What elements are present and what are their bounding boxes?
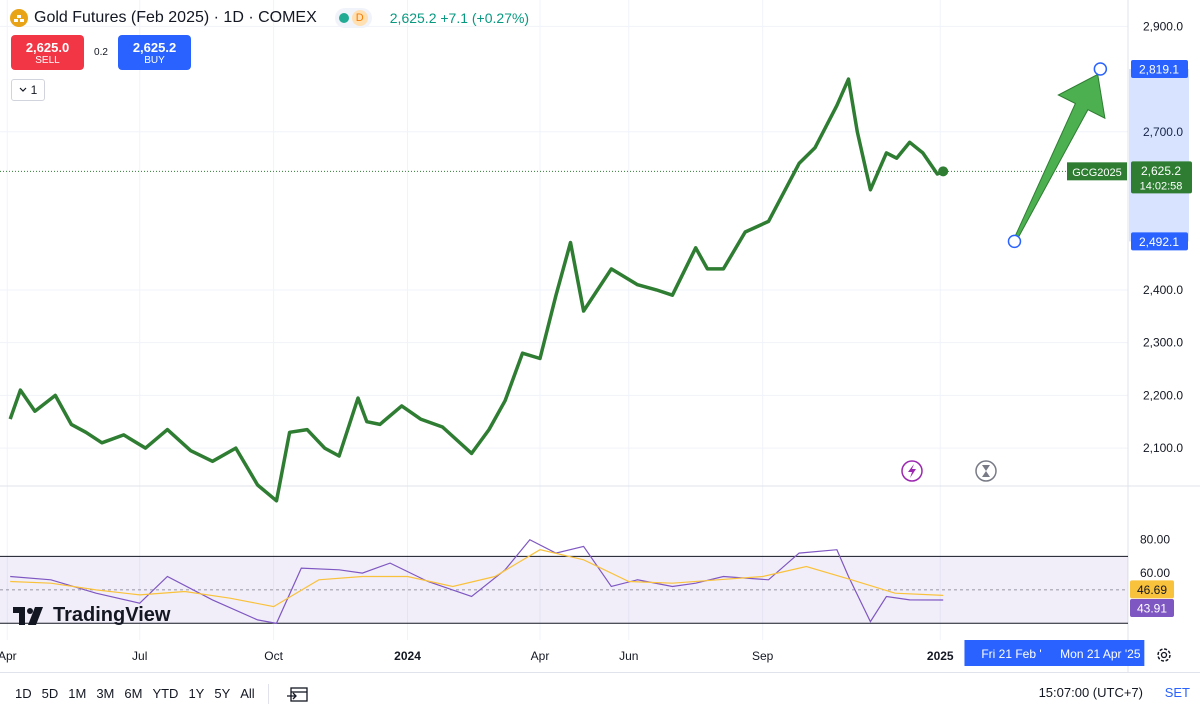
spread-value: 0.2	[94, 47, 108, 58]
settings-link[interactable]: SET	[1164, 685, 1190, 700]
symbol-title[interactable]: Gold Futures (Feb 2025) · 1D · COMEX	[34, 9, 317, 26]
bottom-toolbar: 1D 5D 1M 3M 6M YTD 1Y 5Y All 15:07:00 (UTC+7) SE…	[0, 672, 1200, 714]
price-axis: 2,900.0 2,700.0 2,400.0 2,300.0 2,200.0 2,100…	[0, 19, 1192, 666]
date-tick-label: Jun	[619, 649, 638, 663]
date-tick-label: 2025	[927, 649, 954, 663]
projection-arrow	[1012, 73, 1106, 243]
market-status[interactable]: D	[334, 8, 372, 28]
bar-countdown: 14:02:58	[1140, 180, 1183, 192]
brand-name: TradingView	[53, 604, 171, 626]
projection-price-label: 2,819.1	[1139, 63, 1179, 77]
symbol-tag	[1067, 162, 1127, 181]
timeframe-5y[interactable]: 5Y	[214, 686, 231, 701]
timezone-clock[interactable]: 15:07:00 (UTC+7)	[1038, 685, 1143, 700]
projection-axis-range	[1129, 69, 1189, 242]
divider	[267, 683, 269, 704]
rsi-tick-label: 80.00	[1140, 533, 1170, 547]
gear-icon[interactable]	[1155, 646, 1173, 664]
timeframe-1y[interactable]: 1Y	[188, 686, 205, 701]
hourglass-icon[interactable]	[975, 460, 997, 482]
sell-label: SELL	[35, 54, 60, 66]
symbol-tag-label: GCG2025	[1072, 167, 1122, 179]
price-tick-label: 2,100.0	[1143, 441, 1183, 455]
rsi-ma-line	[10, 549, 944, 608]
rsi-panel	[0, 538, 1128, 624]
rsi-tick-label: 60.00	[1140, 566, 1170, 580]
buy-button[interactable]: 2,625.2 BUY	[118, 35, 191, 70]
price-quote: 2,625.2 +7.1 (+0.27%)	[389, 10, 530, 26]
price-tick-label: 2,900.0	[1143, 19, 1183, 33]
last-price-marker	[938, 166, 949, 177]
price-plot	[0, 62, 1128, 503]
price-tick-label: 2,700.0	[1143, 125, 1183, 139]
arrow-start-handle	[1007, 234, 1022, 249]
trade-panel: 2,625.0 SELL 0.2 2,625.2 BUY	[11, 35, 191, 70]
price-tick-label: 2,400.0	[1143, 283, 1183, 297]
market-open-icon	[338, 13, 349, 23]
chevron-down-icon	[19, 87, 27, 92]
rsi-value-tag	[1130, 599, 1174, 618]
last-price-label: 2,625.2	[1141, 164, 1181, 178]
indicators-toggle[interactable]: 1	[11, 79, 45, 101]
price-line	[8, 77, 944, 503]
arrow-end-handle	[1093, 62, 1108, 76]
last-price-tag	[1131, 161, 1192, 194]
delayed-data-badge: D	[351, 10, 368, 26]
tradingview-icon	[13, 606, 43, 625]
date-tick-label: Apr	[531, 649, 550, 663]
buy-price: 2,625.2	[132, 39, 177, 55]
date-tick-label: Jul	[132, 649, 147, 663]
timeframe-all[interactable]: All	[240, 686, 255, 701]
range-start-label: Fri 21 Feb '	[981, 647, 1041, 661]
timeframe-1d[interactable]: 1D	[15, 686, 32, 701]
date-range-icon[interactable]	[286, 685, 309, 703]
timeframe-3m[interactable]: 3M	[96, 686, 115, 701]
timeframe-ytd[interactable]: YTD	[152, 686, 179, 701]
chart-header: Gold Futures (Feb 2025) · 1D · COMEX D 2…	[10, 7, 529, 29]
timeframe-6m[interactable]: 6M	[124, 686, 143, 701]
rsi-value-label: 46.69	[1137, 583, 1167, 597]
price-chart[interactable]: 2,900.0 2,700.0 2,400.0 2,300.0 2,200.0 2,100…	[0, 0, 1200, 672]
gold-symbol-icon	[10, 9, 28, 27]
date-tick-label: Oct	[264, 649, 283, 663]
projection-price-tag	[1131, 232, 1188, 251]
rsi-value-tag	[1130, 580, 1174, 599]
price-tick-label: 2,200.0	[1143, 388, 1183, 402]
tradingview-logo: TradingView	[13, 604, 170, 627]
rsi-line	[10, 538, 944, 624]
sell-price: 2,625.0	[25, 39, 70, 55]
timeframe-5d[interactable]: 5D	[41, 686, 59, 701]
indicators-count: 1	[30, 83, 38, 97]
range-end-label: Mon 21 Apr '25	[1060, 647, 1141, 661]
projection-price-label: 2,492.1	[1139, 235, 1179, 249]
rsi-value-label: 43.91	[1137, 602, 1167, 616]
sell-button[interactable]: 2,625.0 SELL	[11, 35, 84, 70]
buy-label: BUY	[144, 54, 165, 66]
date-tick-label: Apr	[0, 649, 17, 663]
timeframe-selector: 1D 5D 1M 3M 6M YTD 1Y 5Y All	[10, 682, 260, 705]
date-range-highlight	[964, 640, 1145, 666]
date-tick-label: Sep	[752, 649, 774, 663]
lightning-icon[interactable]	[901, 460, 923, 482]
price-tick-label: 2,300.0	[1143, 336, 1183, 350]
projection-price-tag	[1131, 60, 1188, 79]
date-tick-label: 2024	[394, 649, 421, 663]
timeframe-1m[interactable]: 1M	[68, 686, 87, 701]
